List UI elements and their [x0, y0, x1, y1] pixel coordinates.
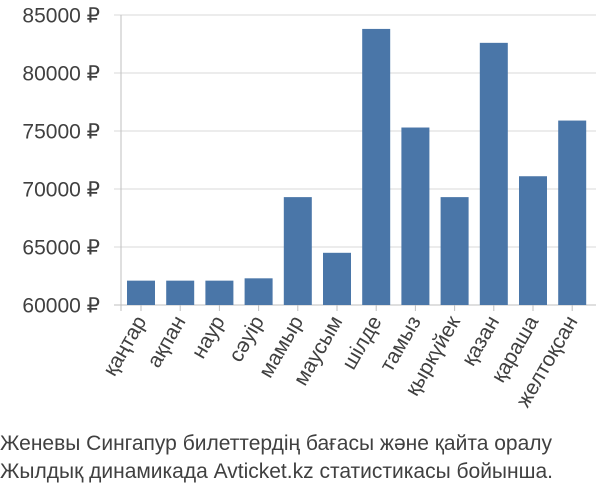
- y-tick-labels: 60000 ₽ 65000 ₽ 70000 ₽ 75000 ₽ 80000 ₽ 85000…: [22, 5, 100, 318]
- bar: [205, 280, 234, 305]
- y-tick-label: 60000 ₽: [22, 295, 100, 318]
- bar: [323, 252, 351, 305]
- bar: [519, 176, 547, 305]
- y-tick-label: 65000 ₽: [22, 237, 100, 260]
- y-tick-label: 85000 ₽: [22, 5, 100, 28]
- bar: [479, 42, 508, 306]
- bar: [166, 280, 195, 305]
- axes: [114, 15, 596, 311]
- bar: [127, 280, 155, 305]
- caption-line-2: Жылдық динамикада Avticket.kz статистика…: [0, 460, 553, 483]
- bar: [558, 120, 587, 305]
- bar: [362, 28, 391, 305]
- bar: [401, 127, 430, 306]
- bar: [283, 197, 312, 305]
- y-tick-label: 70000 ₽: [22, 179, 100, 202]
- x-tick-label: ақпан: [143, 312, 191, 372]
- x-tick-labels: қаңтарақпаннаурсәуірмамырмаусымшілдетамы…: [99, 311, 583, 411]
- y-tick-label: 80000 ₽: [22, 63, 100, 86]
- y-tick-label: 75000 ₽: [22, 121, 100, 144]
- bar: [244, 278, 273, 305]
- x-tick-label: қаңтар: [99, 312, 152, 380]
- bars: [127, 28, 587, 306]
- bar: [440, 197, 469, 305]
- caption-line-1: Женевы Сингапур билеттердің бағасы және …: [0, 432, 553, 455]
- bar-chart: 60000 ₽ 65000 ₽ 70000 ₽ 75000 ₽ 80000 ₽ 85000…: [22, 5, 596, 411]
